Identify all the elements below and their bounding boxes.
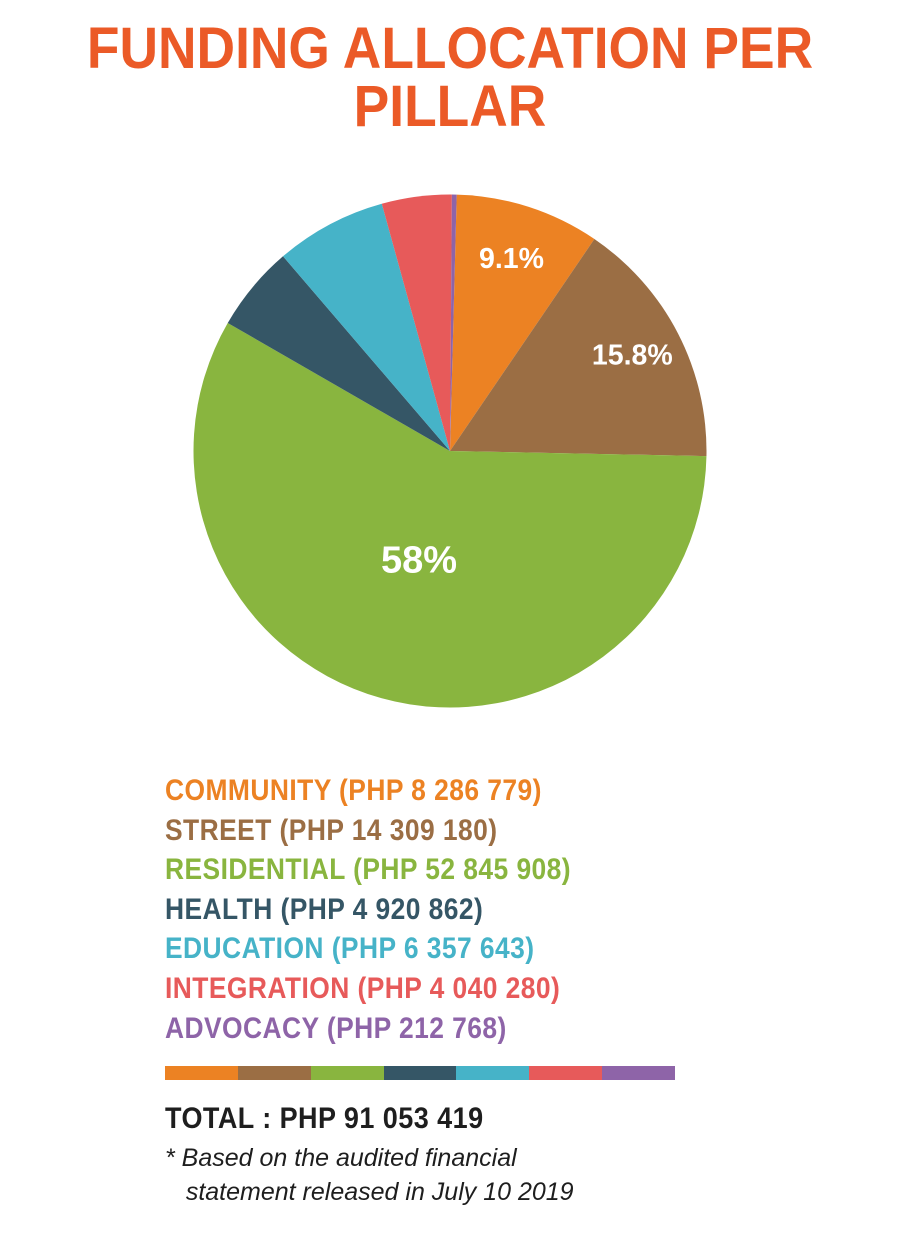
swatch-0 [165, 1066, 238, 1080]
infographic-root: FUNDING ALLOCATION PER PILLAR 9.1% 15.8% 5… [0, 0, 900, 1255]
color-swatch-bar [165, 1066, 675, 1080]
swatch-3 [384, 1066, 457, 1080]
swatch-5 [529, 1066, 602, 1080]
legend-item-community: COMMUNITY (PHP 8 286 779) [165, 771, 667, 811]
total-line: TOTAL : PHP 91 053 419 [165, 1102, 678, 1136]
legend-item-integration: INTEGRATION (PHP 4 040 280) [165, 969, 667, 1009]
chart-title: FUNDING ALLOCATION PER PILLAR [36, 20, 864, 136]
footnote-line-2: statement released in July 10 2019 [165, 1176, 735, 1210]
swatch-1 [238, 1066, 311, 1080]
swatch-2 [311, 1066, 384, 1080]
slice-label-integration: 4.4% [380, 166, 445, 181]
slice-label-health: 5.4% [196, 250, 261, 282]
pie-svg: 9.1% 15.8% 58% 5.4% 7% 4.4% [165, 166, 735, 736]
slice-label-street: 15.8% [592, 339, 673, 371]
legend-item-health: HEALTH (PHP 4 920 862) [165, 890, 667, 930]
slice-label-community: 9.1% [479, 243, 544, 275]
legend-item-advocacy: ADVOCACY (PHP 212 768) [165, 1009, 667, 1049]
slice-label-residential: 58% [381, 539, 457, 581]
legend: COMMUNITY (PHP 8 286 779)STREET (PHP 14 … [165, 771, 735, 1210]
legend-item-residential: RESIDENTIAL (PHP 52 845 908) [165, 850, 667, 890]
footnote: * Based on the audited financial stateme… [165, 1142, 735, 1210]
pie-chart: 9.1% 15.8% 58% 5.4% 7% 4.4% [165, 166, 735, 736]
footnote-line-1: * Based on the audited financial [165, 1142, 735, 1176]
legend-item-education: EDUCATION (PHP 6 357 643) [165, 929, 667, 969]
legend-item-street: STREET (PHP 14 309 180) [165, 811, 667, 851]
swatch-4 [456, 1066, 529, 1080]
slice-label-education: 7% [293, 178, 334, 210]
swatch-6 [602, 1066, 675, 1080]
